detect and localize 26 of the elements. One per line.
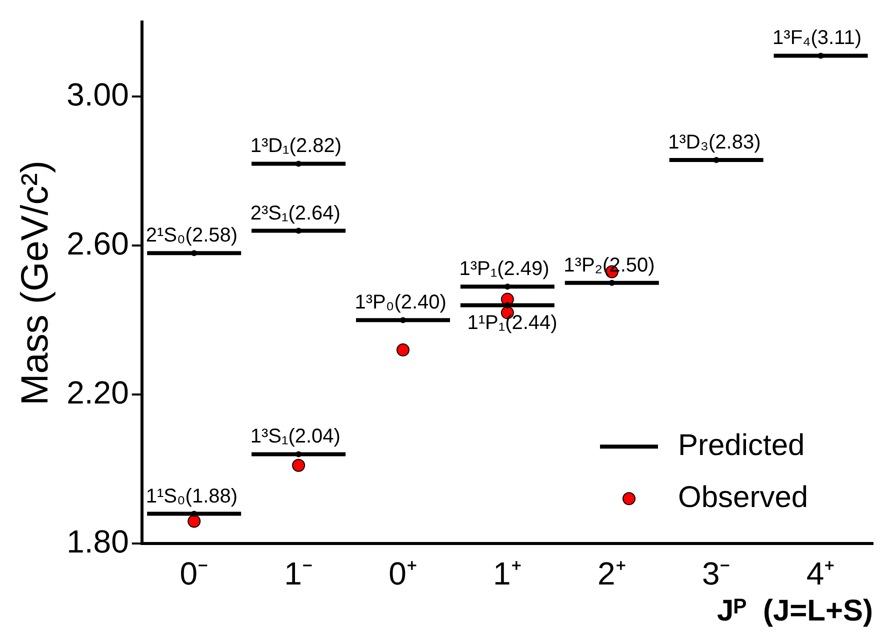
x-tick-label: 1⁻ — [284, 556, 313, 592]
legend-label: Predicted — [678, 428, 805, 462]
x-tick-label: 1⁺ — [493, 556, 522, 592]
annotation: 1³D₃(2.83) — [668, 132, 761, 154]
x-tick-label: 3⁻ — [702, 556, 731, 592]
y-axis-title: Mass (GeV/c²) — [14, 160, 56, 406]
x-tick-label: 0⁻ — [180, 556, 208, 592]
annotation: 1³D₁(2.82) — [250, 135, 342, 158]
annotation: 2¹S₀(2.58) — [146, 224, 238, 247]
annotation: 1³S₁(2.04) — [250, 426, 340, 448]
annotation: 1³F₄(3.11) — [772, 27, 862, 50]
y-tick-label: 3.00 — [66, 76, 129, 113]
y-tick-label: 2.60 — [66, 225, 129, 262]
x-tick-label: 0⁺ — [388, 556, 418, 592]
x-axis-title: Jᴾ (J=L+S) — [717, 594, 873, 628]
y-tick-label: 1.80 — [66, 523, 129, 560]
annotation: 2³S₁(2.64) — [250, 202, 340, 224]
annotation: 1³P₁(2.49) — [459, 258, 550, 280]
y-tick-label: 2.20 — [66, 374, 129, 410]
annotation: 1³P₀(2.40) — [354, 292, 446, 314]
annotation: 1³P₂(2.50) — [564, 254, 655, 276]
x-tick-label: 2⁺ — [597, 556, 626, 592]
x-tick-label: 4⁺ — [806, 556, 836, 592]
annotation: 1¹S₀(1.88) — [146, 485, 238, 508]
annotation: 1¹P₁(2.44) — [467, 312, 558, 334]
legend-label: Observed — [678, 480, 808, 514]
